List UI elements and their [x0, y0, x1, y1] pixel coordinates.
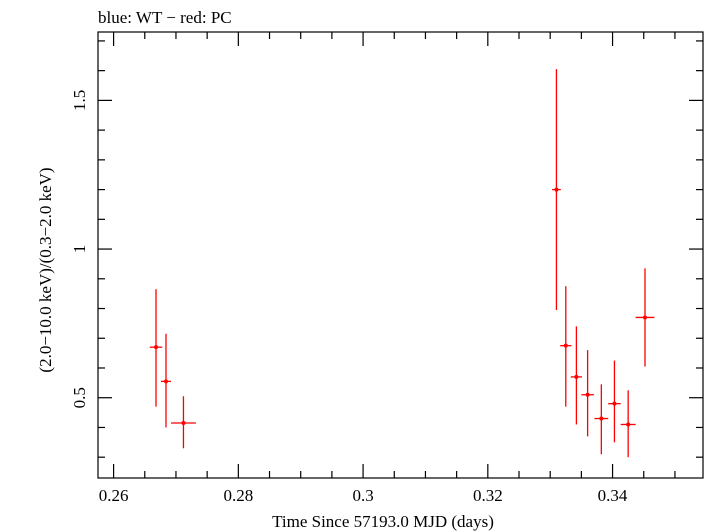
x-tick-labels: 0.26 0.28 0.3 0.32 0.34: [99, 486, 628, 505]
point-marker: [563, 343, 568, 348]
y-tick-labels: 0.5 1 1.5: [70, 90, 89, 409]
data-point: [581, 350, 594, 437]
point-marker: [574, 374, 579, 379]
data-point: [552, 69, 561, 311]
data-point: [560, 286, 572, 407]
y-tick-label: 0.5: [70, 387, 89, 408]
data-points: [149, 69, 655, 458]
point-marker: [626, 422, 631, 427]
point-marker: [585, 392, 590, 397]
point-marker: [554, 187, 559, 192]
x-axis-label: Time Since 57193.0 MJD (days): [272, 512, 494, 531]
axis-ticks: [98, 32, 703, 478]
data-point: [620, 390, 636, 458]
data-point: [608, 360, 621, 443]
y-tick-label: 1.5: [70, 90, 89, 111]
chart-title: blue: WT − red: PC: [98, 8, 232, 27]
y-axis-label: (2.0−10.0 keV)/(0.3−2.0 keV): [36, 167, 55, 372]
point-marker: [612, 401, 617, 406]
x-tick-label: 0.34: [598, 486, 628, 505]
point-marker: [154, 345, 159, 350]
point-marker: [163, 379, 168, 384]
y-tick-label: 1: [70, 245, 89, 254]
data-point: [594, 384, 609, 455]
plot-frame: [97, 31, 704, 479]
x-tick-label: 0.32: [473, 486, 503, 505]
point-marker: [642, 315, 647, 320]
data-point: [635, 268, 655, 367]
x-tick-label: 0.3: [352, 486, 373, 505]
x-tick-label: 0.28: [223, 486, 253, 505]
data-point: [170, 396, 196, 449]
point-marker: [599, 416, 604, 421]
point-marker: [181, 420, 186, 425]
data-point: [149, 289, 163, 407]
data-point: [160, 333, 171, 428]
data-point: [570, 326, 582, 425]
x-tick-label: 0.26: [99, 486, 129, 505]
